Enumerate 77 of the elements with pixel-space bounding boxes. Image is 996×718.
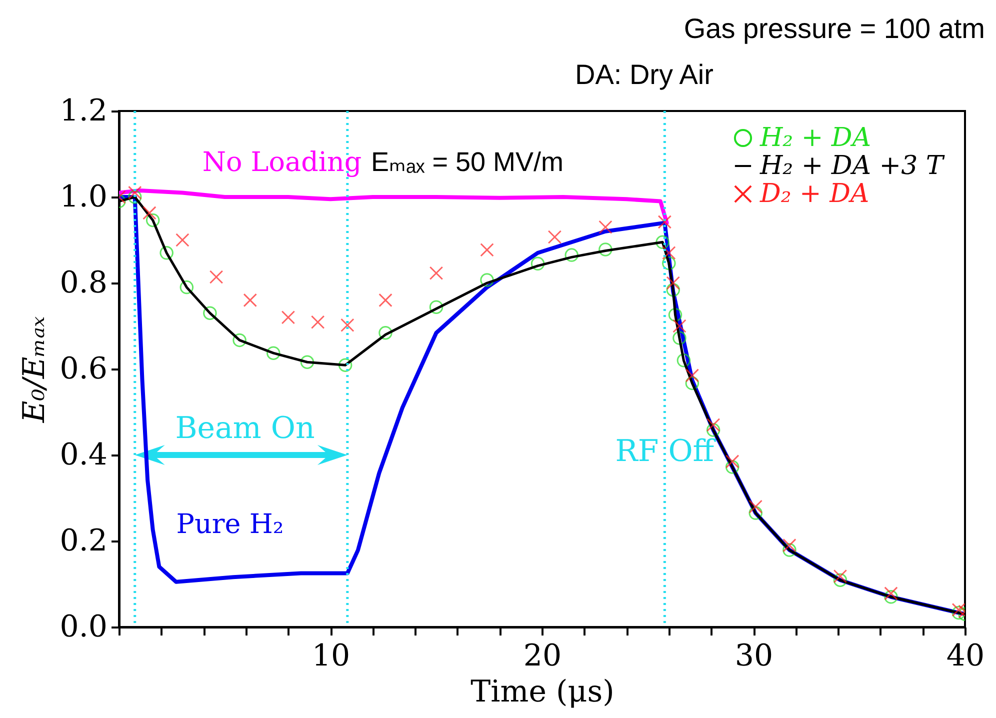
y-tick-label: 1.0 <box>60 180 108 214</box>
point <box>833 573 848 587</box>
point <box>884 586 898 600</box>
x-tick-label: 20 <box>523 638 562 674</box>
point <box>685 376 700 390</box>
y-tick-label: 0.0 <box>60 610 108 644</box>
x-tick-label: 40 <box>946 638 985 674</box>
text: Gas pressure = 100 atm <box>684 13 985 44</box>
point <box>281 310 296 324</box>
point <box>668 308 682 322</box>
point <box>128 190 142 204</box>
point <box>203 306 217 320</box>
point <box>142 206 156 220</box>
point <box>530 256 545 271</box>
point <box>656 235 670 250</box>
point <box>725 454 740 468</box>
point <box>310 315 325 330</box>
annotation: Pure H₂ <box>176 509 284 540</box>
point <box>725 460 740 474</box>
y-axis-title: E₀/Eₘₐₓ <box>16 316 52 424</box>
y-tick-label: 0.6 <box>60 352 108 386</box>
point <box>378 326 392 340</box>
y-tick-label: 0.4 <box>60 438 108 472</box>
point <box>429 300 444 314</box>
point <box>672 319 686 333</box>
point <box>480 243 494 257</box>
point <box>266 346 280 360</box>
point <box>180 280 194 294</box>
point <box>662 256 676 270</box>
point <box>480 273 494 287</box>
point <box>243 293 258 308</box>
annotation: Eₘₐₓ = 50 MV/m <box>371 147 564 177</box>
annotation: Beam On <box>175 411 315 446</box>
point <box>782 543 796 557</box>
x-tick-label: 30 <box>734 638 774 674</box>
point <box>564 248 578 262</box>
y-tick-label: 1.2 <box>60 94 108 128</box>
y-tick-label: 0.8 <box>60 266 108 300</box>
point <box>666 283 680 297</box>
point <box>232 333 246 348</box>
legend-label: H₂ + DA <box>759 123 872 153</box>
y-tick-label: 0.2 <box>60 524 108 558</box>
point <box>128 186 142 200</box>
point <box>662 246 676 260</box>
point <box>176 233 190 247</box>
point <box>209 270 224 284</box>
point <box>833 569 848 584</box>
legend-label: D₂ + DA <box>759 179 870 209</box>
point <box>952 602 965 617</box>
point <box>598 220 612 234</box>
point <box>685 368 700 382</box>
point <box>666 276 680 290</box>
point <box>782 538 796 552</box>
point <box>748 506 762 520</box>
point <box>672 331 686 345</box>
point <box>598 242 612 256</box>
x-axis-title: Time (μs) <box>470 674 614 710</box>
point <box>160 246 174 260</box>
point <box>884 590 898 604</box>
point <box>706 423 720 437</box>
point <box>300 355 314 369</box>
point <box>338 358 352 372</box>
annotation: No Loading <box>202 147 362 178</box>
point <box>429 266 444 280</box>
point <box>748 500 762 514</box>
point <box>676 354 691 368</box>
point <box>340 318 354 332</box>
point <box>378 293 392 308</box>
point <box>548 230 562 244</box>
legend-label: H₂ + DA +3 T <box>759 151 945 181</box>
point <box>706 418 720 432</box>
point <box>146 213 160 228</box>
x-tick-label: 10 <box>312 638 350 674</box>
text: DA: Dry Air <box>575 59 714 90</box>
point <box>658 215 672 229</box>
line-series <box>119 188 669 225</box>
ref-line-label: RF Off <box>615 434 717 469</box>
